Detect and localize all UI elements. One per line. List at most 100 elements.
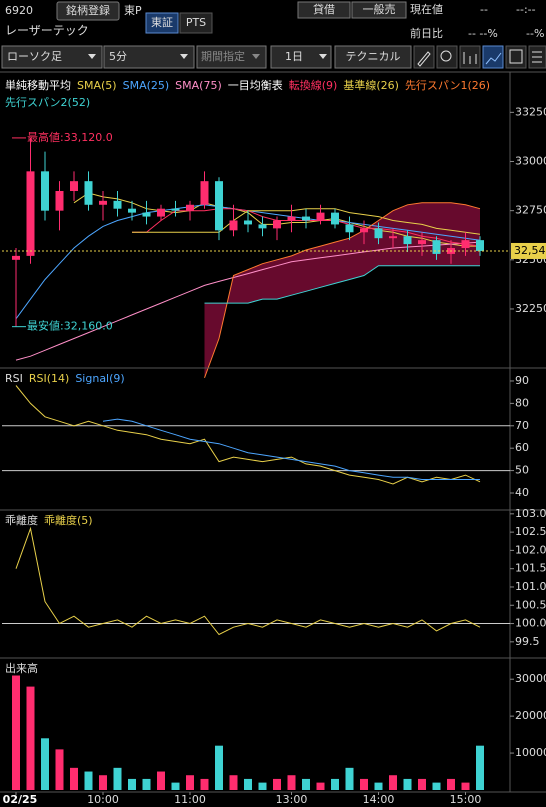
lending-button[interactable] xyxy=(297,1,351,19)
volume-bar xyxy=(200,778,209,790)
pane-title: 乖離度 xyxy=(5,513,38,527)
x-tick-label: 15:00 xyxy=(450,793,482,806)
candle-body xyxy=(229,220,238,231)
volume-bar xyxy=(345,767,354,790)
sell-label: 一般売 xyxy=(363,3,396,16)
candle-body xyxy=(55,191,64,211)
candle-body xyxy=(41,171,49,211)
y-tick-label: 33000 xyxy=(515,155,546,168)
candle-body xyxy=(360,228,368,233)
stock-name: レーザーテック xyxy=(5,24,89,38)
register-label: 銘柄登録 xyxy=(66,3,110,17)
y-tick-label: 60 xyxy=(515,441,529,454)
last-price-box xyxy=(511,242,546,259)
exchange-label: 東証 xyxy=(151,16,173,29)
y-tick-label: 40 xyxy=(515,486,529,499)
candle-body xyxy=(171,208,180,211)
span: 1日 xyxy=(285,50,303,63)
price: -- xyxy=(480,3,488,16)
legend-item: SMA(5) xyxy=(77,79,117,92)
volume-bar xyxy=(215,745,223,790)
pts-label: PTS xyxy=(186,16,206,29)
volume-bar xyxy=(432,782,441,790)
exchange-tab[interactable] xyxy=(145,12,179,34)
candle-body xyxy=(12,255,20,260)
change-label: 前日比 xyxy=(410,26,443,40)
area-icon[interactable] xyxy=(482,45,504,69)
interval-select[interactable] xyxy=(103,45,195,69)
candle-body xyxy=(128,208,136,213)
y-tick-label: 50 xyxy=(515,464,529,477)
y-tick-label: 20000 xyxy=(515,709,546,722)
series-line xyxy=(204,202,481,378)
candle-body xyxy=(113,200,122,209)
volume-bar xyxy=(26,686,35,790)
candle-body xyxy=(142,212,151,217)
volume-bar xyxy=(84,771,93,790)
code: 6920 xyxy=(5,4,33,17)
register-button[interactable] xyxy=(56,1,120,21)
x-tick-label: 02/25 xyxy=(3,793,38,806)
sell-button[interactable] xyxy=(351,1,407,19)
volume-bar xyxy=(128,778,136,790)
volume-bar xyxy=(41,738,49,790)
period-select[interactable] xyxy=(196,45,267,69)
pts-tab[interactable] xyxy=(179,12,213,34)
y-tick-label: 33250 xyxy=(515,105,546,118)
candle-body xyxy=(157,208,165,217)
legend-item: Signal(9) xyxy=(75,372,124,385)
lending-label: 貸借 xyxy=(313,2,335,16)
candle-body xyxy=(186,204,194,211)
candle-body xyxy=(26,171,35,256)
last-price-label: 32,54 xyxy=(514,244,546,257)
y-tick-label: 80 xyxy=(515,396,529,409)
technical-button[interactable] xyxy=(334,45,412,69)
x-tick-label: 13:00 xyxy=(276,793,308,806)
time: --:-- xyxy=(516,3,536,16)
candle-body xyxy=(316,212,325,221)
candle-body xyxy=(200,181,209,205)
y-tick-label: 101.5 xyxy=(515,562,546,575)
dropdown-arrow xyxy=(180,54,188,59)
save-icon[interactable] xyxy=(505,45,527,69)
candle-body xyxy=(331,212,339,225)
x-tick-label: 10:00 xyxy=(87,793,119,806)
volume-bar xyxy=(418,778,426,790)
volume-bar xyxy=(186,775,194,790)
legend-item: 先行スパン2(52) xyxy=(5,96,90,109)
dropdown-arrow xyxy=(319,54,327,59)
volume-bar xyxy=(287,775,296,790)
y-tick-label: 90 xyxy=(515,374,529,387)
volume-bar xyxy=(374,782,383,790)
legend-item: 単純移動平均 xyxy=(5,78,71,92)
series-line xyxy=(15,526,481,636)
y-tick-label: 32250 xyxy=(515,302,546,315)
volume-bar xyxy=(447,778,455,790)
y-tick-label: 30000 xyxy=(515,672,546,685)
legend-item: RSI(14) xyxy=(29,372,69,385)
annotation: 最高値:33,120.0 xyxy=(27,130,113,144)
change: -- --% xyxy=(468,27,498,40)
dropdown-arrow xyxy=(88,54,96,59)
candle-body xyxy=(461,240,470,249)
candle-body xyxy=(302,216,310,221)
candle-body xyxy=(99,200,107,205)
dropdown-arrow xyxy=(252,54,260,59)
candle-body xyxy=(258,224,267,229)
y-tick-label: 102.0 xyxy=(515,543,546,556)
volume-bar xyxy=(229,775,238,790)
zoom-icon[interactable] xyxy=(436,45,458,69)
technical: テクニカル xyxy=(346,50,401,63)
span-select[interactable] xyxy=(270,45,332,69)
y-tick-label: 101.0 xyxy=(515,580,546,593)
candle-body xyxy=(403,236,412,245)
y-tick-label: 103.0 xyxy=(515,507,546,520)
volume-bar xyxy=(258,782,267,790)
chart-type: ローソク足 xyxy=(7,50,62,63)
candle-body xyxy=(273,220,281,229)
chart-type-select[interactable] xyxy=(1,45,103,69)
legend-item: 乖離度(5) xyxy=(44,513,93,527)
y-tick-label: 70 xyxy=(515,419,529,432)
candle-body xyxy=(244,220,252,225)
